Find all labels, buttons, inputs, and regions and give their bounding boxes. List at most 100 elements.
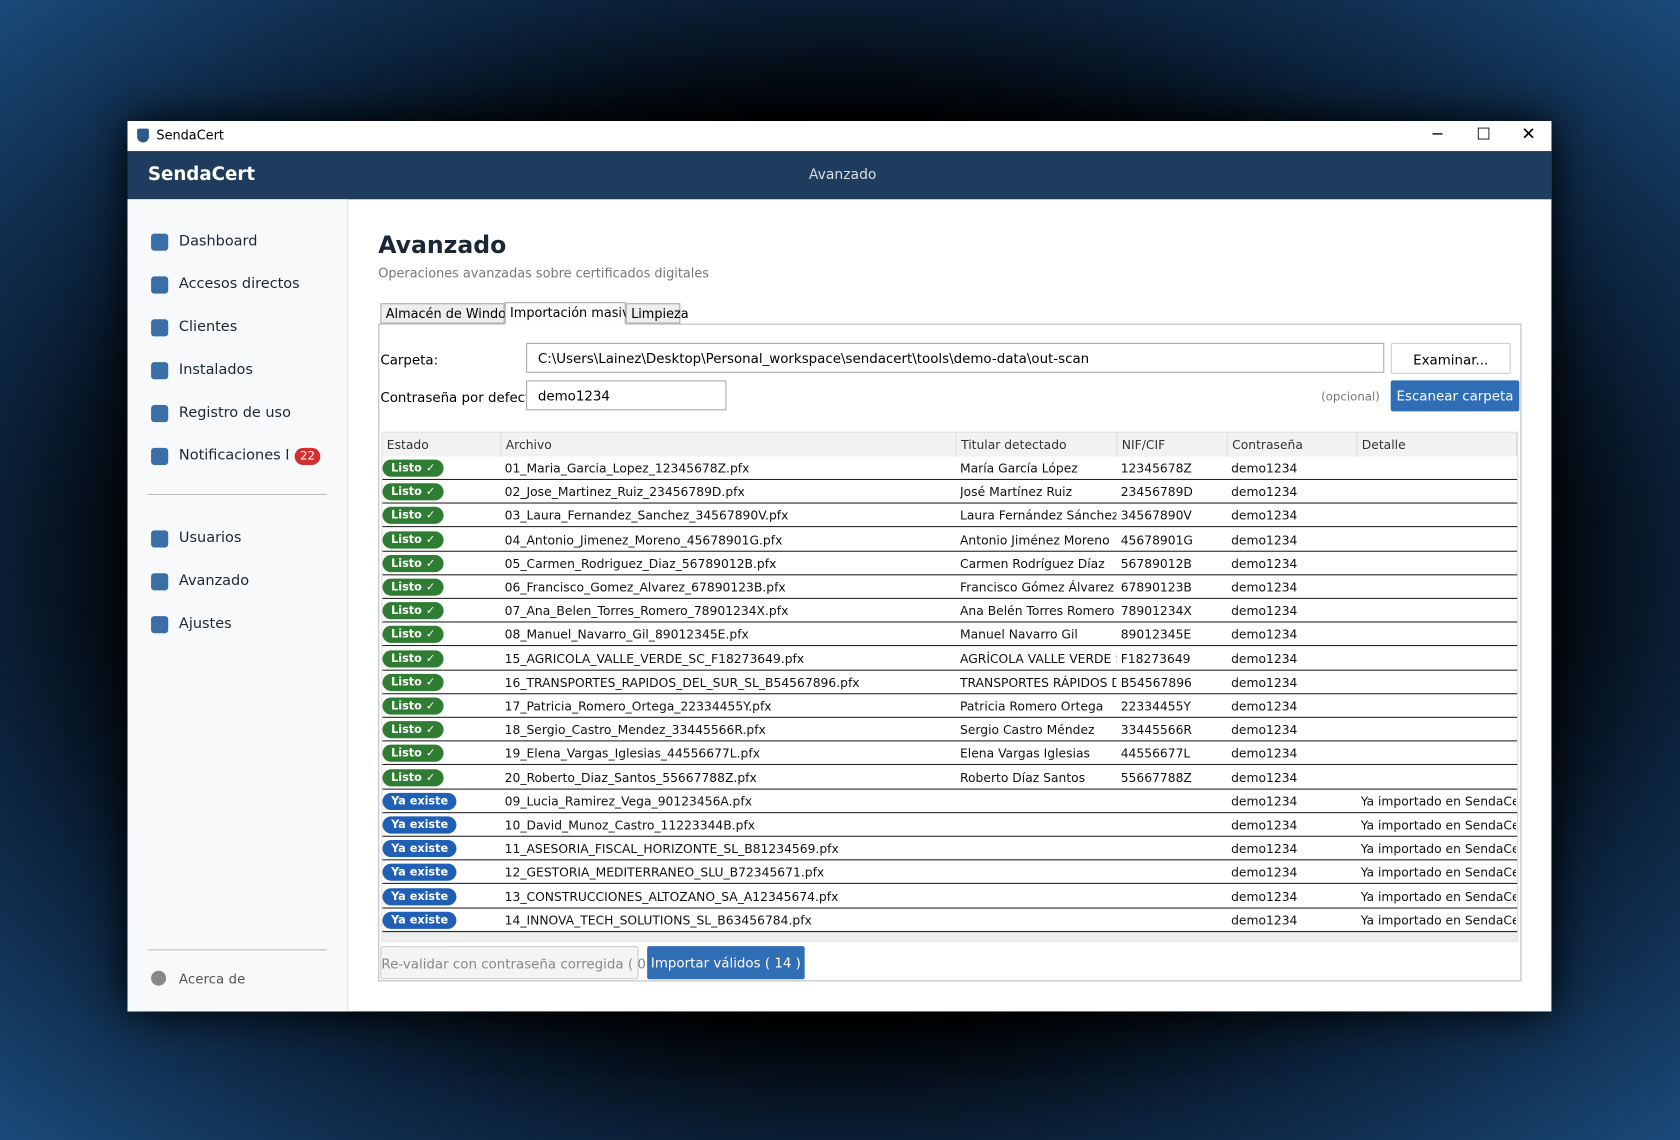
cell: B54567896: [1120, 674, 1192, 690]
cell: Carmen Rodríguez Díaz: [960, 555, 1105, 571]
cell: 09_Lucia_Ramirez_Vega_90123456A.pfx: [504, 793, 753, 809]
row-border: [382, 550, 1518, 552]
cell: Ya importado en SendaCert: [1360, 793, 1517, 809]
window-title: SendaCert: [156, 127, 224, 143]
row-border: [382, 645, 1518, 647]
cell: 34567890V: [1120, 508, 1192, 524]
cell: 33445566R: [1120, 722, 1192, 738]
close[interactable]: ✕: [1521, 123, 1536, 144]
nav-icon: [151, 276, 169, 294]
row-border: [382, 597, 1518, 599]
cell: demo1234: [1231, 817, 1298, 833]
title-bar: SendaCert ─ ☐ ✕: [127, 121, 1552, 152]
tab[interactable]: Limpieza: [625, 303, 689, 324]
row-border: [382, 930, 1518, 932]
row-border: [382, 811, 1518, 813]
tab[interactable]: Importación masiva: [504, 302, 637, 325]
status-badge: Listo ✓: [382, 649, 444, 668]
cell: 08_Manuel_Navarro_Gil_89012345E.pfx: [504, 627, 749, 643]
cell: Antonio Jiménez Moreno: [960, 532, 1110, 548]
column-header: Contraseña: [1227, 432, 1358, 457]
status-badge: Ya existe: [382, 863, 457, 882]
cell: Ya importado en SendaCert: [1360, 888, 1517, 904]
window: SendaCert ─ ☐ ✕ SendaCert Avanzado Dashb…: [127, 121, 1552, 1012]
minimize[interactable]: ─: [1432, 124, 1443, 144]
cell: demo1234: [1231, 888, 1298, 904]
nav-icon: [151, 616, 169, 634]
cell: 23456789D: [1120, 484, 1193, 500]
cell: 89012345E: [1120, 627, 1192, 643]
cell: 55667788Z: [1120, 769, 1192, 785]
cell: 56789012B: [1120, 555, 1192, 571]
row-border: [382, 669, 1518, 671]
status-badge: Listo ✓: [382, 745, 444, 763]
cell: Roberto Díaz Santos: [960, 769, 1086, 785]
status-badge: Ya existe: [382, 816, 457, 834]
nav-item[interactable]: Usuarios: [178, 529, 242, 547]
cell: demo1234: [1231, 674, 1298, 690]
password-input[interactable]: demo1234: [526, 380, 727, 411]
hint: (opcional): [1321, 390, 1380, 404]
cell: Laura Fernández Sánchez: [960, 508, 1117, 524]
status-badge: Ya existe: [382, 792, 457, 810]
info-icon: [151, 970, 167, 986]
nav-item[interactable]: Registro de uso: [178, 403, 291, 422]
cell: demo1234: [1231, 627, 1298, 643]
status-badge: Listo ✓: [382, 554, 444, 572]
cell: 15_AGRICOLA_VALLE_VERDE_SC_F18273649.pfx: [504, 650, 805, 666]
about-link[interactable]: Acerca de: [178, 970, 246, 987]
row-border: [382, 740, 1518, 742]
nav-icon: [151, 447, 169, 466]
cell: 44556677L: [1120, 746, 1191, 762]
brand: SendaCert: [147, 163, 256, 186]
badge: 22: [294, 447, 321, 466]
cell: 16_TRANSPORTES_RAPIDOS_DEL_SUR_SL_B54567…: [504, 674, 860, 690]
nav-icon: [151, 530, 169, 548]
cell: 67890123B: [1120, 579, 1192, 595]
import-button[interactable]: Importar válidos ( 14 ): [647, 946, 805, 980]
cell: 01_Maria_Garcia_Lopez_12345678Z.pfx: [504, 460, 750, 476]
nav-icon: [151, 405, 169, 423]
row-border: [382, 621, 1518, 623]
cell: 04_Antonio_Jimenez_Moreno_45678901G.pfx: [504, 532, 783, 548]
separator: [147, 949, 327, 951]
cell: 13_CONSTRUCCIONES_ALTOZANO_SA_A12345674.…: [504, 888, 839, 904]
cell: Elena Vargas Iglesias: [960, 746, 1090, 762]
cell: demo1234: [1231, 603, 1298, 619]
column-header: Titular detectado: [956, 432, 1118, 457]
folder-input[interactable]: C:\Users\Lainez\Desktop\Personal_workspa…: [526, 342, 1385, 373]
cell: demo1234: [1231, 841, 1298, 857]
scrollbar: [382, 930, 1518, 941]
nav-item[interactable]: Instalados: [178, 361, 253, 379]
maximize[interactable]: ☐: [1476, 124, 1491, 144]
cell: demo1234: [1231, 650, 1298, 666]
nav-item[interactable]: Notificaciones DEH: [178, 446, 288, 464]
cell: Ya importado en SendaCert: [1360, 912, 1517, 928]
row-border: [382, 907, 1518, 909]
row-border: [382, 788, 1518, 790]
cell: 10_David_Munoz_Castro_11223344B.pfx: [504, 817, 756, 833]
nav-icon: [151, 362, 169, 380]
label: Contraseña por defecto:: [380, 388, 544, 406]
cell: 45678901G: [1120, 532, 1193, 548]
revalidate-button[interactable]: Re-validar con contraseña corregida ( 0 …: [380, 946, 655, 980]
browse-button[interactable]: Examinar...: [1390, 342, 1511, 374]
nav-item[interactable]: Clientes: [178, 318, 238, 336]
scan-button[interactable]: Escanear carpeta: [1390, 380, 1520, 412]
app-icon: [137, 128, 149, 143]
nav-icon: [151, 573, 169, 591]
status-badge: Ya existe: [382, 840, 457, 858]
cell: demo1234: [1231, 532, 1298, 548]
column-header: NIF/CIF: [1117, 432, 1228, 457]
cell: 17_Patricia_Romero_Ortega_22334455Y.pfx: [504, 698, 772, 714]
nav-item[interactable]: Ajustes: [178, 615, 232, 633]
cell: demo1234: [1231, 508, 1298, 524]
tab[interactable]: Almacén de Windows: [380, 303, 523, 324]
row-border: [382, 692, 1518, 695]
cell: demo1234: [1231, 460, 1298, 476]
status-badge: Listo ✓: [382, 578, 444, 596]
nav-item[interactable]: Avanzado: [178, 572, 250, 590]
nav-item[interactable]: Dashboard: [178, 232, 258, 250]
nav-item[interactable]: Accesos directos: [178, 275, 300, 293]
